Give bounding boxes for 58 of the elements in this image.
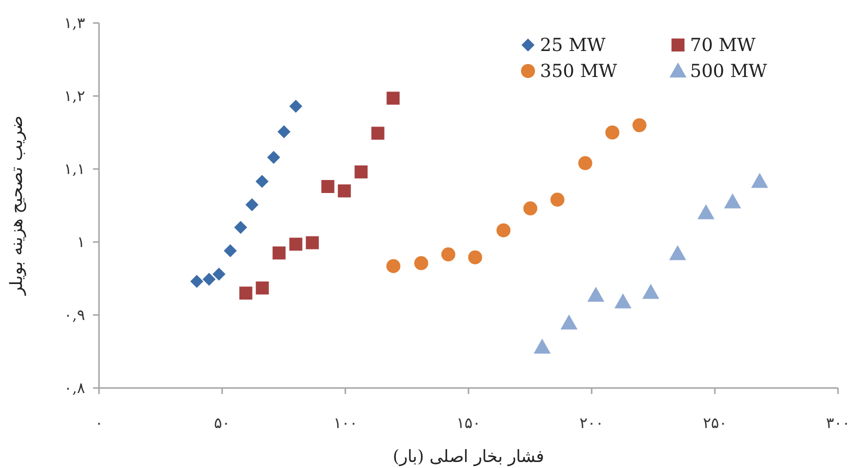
point bbox=[496, 223, 510, 238]
point bbox=[234, 220, 248, 234]
point bbox=[212, 268, 226, 281]
y-tick-label: ۱ bbox=[77, 233, 85, 251]
point bbox=[534, 338, 551, 354]
legend-label: 25 MW bbox=[540, 35, 606, 56]
point bbox=[190, 274, 204, 288]
point bbox=[354, 165, 368, 178]
point bbox=[550, 192, 564, 207]
point bbox=[751, 172, 768, 188]
point bbox=[632, 118, 646, 132]
x-axis-title: فشار بخار اصلی (بار) bbox=[392, 447, 544, 467]
y-axis-title: ضریب تصحیح هزینه بویلر bbox=[7, 116, 27, 296]
point bbox=[614, 293, 632, 308]
y-tick-label: ۱,۲ bbox=[64, 87, 85, 105]
point bbox=[697, 204, 714, 220]
point bbox=[441, 247, 456, 262]
y-tick-label: ۱,۱ bbox=[64, 160, 85, 178]
point bbox=[245, 198, 258, 212]
point bbox=[523, 201, 538, 216]
point bbox=[306, 236, 319, 250]
point bbox=[202, 272, 216, 286]
x-tick-label: ۲۵۰ bbox=[702, 414, 727, 432]
legend-label: 500 MW bbox=[690, 61, 768, 82]
y-tick-label: ۰,۹ bbox=[64, 306, 85, 324]
point bbox=[414, 256, 428, 270]
point bbox=[386, 259, 400, 274]
point bbox=[724, 193, 742, 208]
point bbox=[605, 126, 620, 140]
point bbox=[386, 92, 400, 105]
point bbox=[468, 250, 482, 264]
x-tick-label: ۰ bbox=[95, 414, 103, 432]
point bbox=[560, 314, 578, 330]
point bbox=[587, 286, 604, 302]
y-tick-label: ۰,۸ bbox=[64, 379, 85, 397]
point bbox=[267, 150, 280, 164]
x-tick-label: ۱۵۰ bbox=[456, 414, 480, 432]
point bbox=[578, 156, 592, 170]
point bbox=[642, 284, 660, 299]
point bbox=[669, 245, 686, 260]
point bbox=[338, 184, 351, 198]
point bbox=[289, 100, 302, 113]
point bbox=[256, 281, 269, 294]
point bbox=[289, 238, 302, 251]
y-tick-label: ۱,۳ bbox=[64, 14, 85, 32]
x-tick-label: ۱۰۰ bbox=[333, 414, 358, 432]
point bbox=[239, 286, 252, 300]
x-tick-label: ۵۰ bbox=[214, 414, 230, 432]
point bbox=[256, 174, 269, 188]
legend-label: 70 MW bbox=[690, 35, 756, 56]
x-tick-label: ۲۰۰ bbox=[580, 414, 604, 432]
point bbox=[371, 126, 384, 140]
x-tick-label: ۳۰۰ bbox=[826, 414, 850, 432]
legend-label: 350 MW bbox=[540, 61, 618, 82]
point bbox=[321, 180, 334, 194]
point bbox=[277, 125, 290, 138]
point bbox=[272, 246, 286, 260]
point bbox=[224, 244, 237, 258]
